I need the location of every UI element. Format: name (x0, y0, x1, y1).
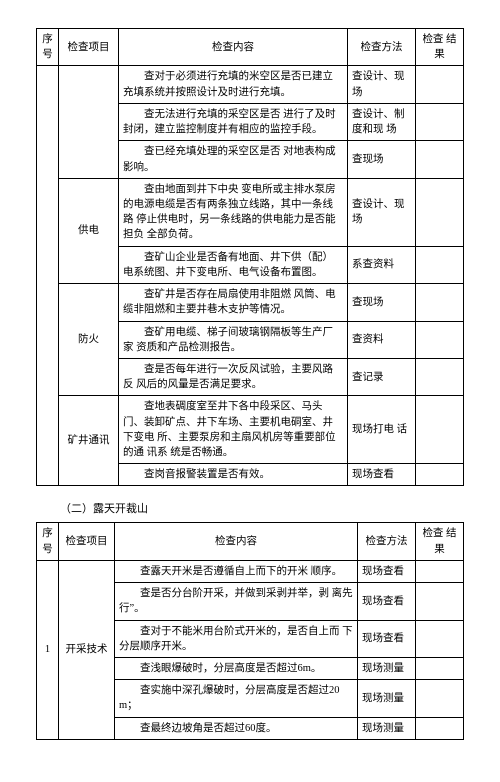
t1-g1-r1-content: 查矿山企业是否备有地面、井下供（配）电系统图、井下变电所、电气设备布置图。 (119, 246, 348, 283)
t2-th-result: 检查 结果 (416, 523, 464, 560)
t2-r2-method: 现场查看 (358, 620, 416, 657)
t1-g1-r1-method: 系查资料 (348, 246, 416, 283)
t1-g1-item: 供电 (59, 178, 119, 283)
t1-g1-r0-content: 查由地面到井下中央 变电所或主排水泵房 的电源电缆是否有两条独立线路，其中一条线… (119, 178, 348, 246)
t1-g0-item (59, 66, 119, 178)
t1-g0-r2-result (416, 141, 464, 178)
t1-g3-r1-method: 现场查看 (348, 464, 416, 486)
t2-r1-method: 现场查看 (358, 583, 416, 620)
t1-g2-r2-content: 查是否每年进行一次反风试验，主要风路反 风后的风量是否满足要求。 (119, 358, 348, 395)
t1-g0-r1-content: 查无法进行充填的采空区是否 进行了及时 封闭，建立监控制度并有相应的监控手段。 (119, 103, 348, 140)
t1-g3-r0-result (416, 396, 464, 464)
t1-g3-r1-result (416, 464, 464, 486)
t1-g2-r0-method: 查现场 (348, 284, 416, 321)
t2-th-method: 检查方法 (358, 523, 416, 560)
t1-g0-r1-method: 查设计、制度和现 场 (348, 103, 416, 140)
t1-g0-r0-method: 查设计、现场 (348, 66, 416, 103)
t2-r5-method: 现场测量 (358, 717, 416, 739)
table1-header-row: 序号 检查项目 检查内容 检查方法 检查 结果 (37, 29, 464, 66)
t2-r4-result (416, 680, 464, 717)
t1-g0-r2-content: 查已经充填处理的采空区是否 对地表构成 影响。 (119, 141, 348, 178)
t2-r2-result (416, 620, 464, 657)
t1-g0-r1-result (416, 103, 464, 140)
t1-seq (37, 66, 59, 486)
t1-g2-r2-method: 查记录 (348, 358, 416, 395)
t1-g3-r0-content: 查地表碉度室至井下各中段采区、马头门、装卸矿点、井下车场、主要机电硐室、井下变电… (119, 396, 348, 464)
th-item: 检查项目 (59, 29, 119, 66)
t2-r3-method: 现场测量 (358, 658, 416, 680)
t1-g2-r1-method: 查资料 (348, 321, 416, 358)
inspection-table-1: 序号 检查项目 检查内容 检查方法 检查 结果 查对于必须进行充填的米空区是否已… (36, 28, 464, 486)
t2-r5-result (416, 717, 464, 739)
t1-g3-r1-content: 查岗音报警装置是否有效。 (119, 464, 348, 486)
t2-th-seq: 序号 (37, 523, 59, 560)
t2-th-item: 检查项目 (59, 523, 115, 560)
t1-g2-r1-content: 查矿用电缆、梯子间玻璃钢隔板等生产厂家 资质和产品检测报告。 (119, 321, 348, 358)
t1-g2-r0-result (416, 284, 464, 321)
table2-header-row: 序号 检查项目 检查内容 检查方法 检查 结果 (37, 523, 464, 560)
th-seq: 序号 (37, 29, 59, 66)
t2-r0-method: 现场查看 (358, 560, 416, 582)
inspection-table-2: 序号 检查项目 检查内容 检查方法 检查 结果 1 开采技术 查露天开米是否遵循… (36, 522, 464, 739)
th-method: 检查方法 (348, 29, 416, 66)
t1-g3-item: 矿井通讯 (59, 396, 119, 486)
t1-g3-r0-method: 现场打电 话 (348, 396, 416, 464)
t2-r3-result (416, 658, 464, 680)
t2-r4-method: 现场测量 (358, 680, 416, 717)
t1-g2-r1-result (416, 321, 464, 358)
t1-g1-r0-method: 查设计、现场 (348, 178, 416, 246)
t1-g2-r2-result (416, 358, 464, 395)
t2-r4-content: 查实施中深孔爆破时，分层高度是否超过20m； (115, 680, 358, 717)
t2-r1-content: 查是否分台阶开采，并做到采剥并举，剥 离先行”。 (115, 583, 358, 620)
t1-g1-r0-result (416, 178, 464, 246)
t1-g1-r1-result (416, 246, 464, 283)
t2-item: 开采技术 (59, 560, 115, 739)
t1-g0-r2-method: 查现场 (348, 141, 416, 178)
t1-g2-r0-content: 查矿井是否存在局扇使用非阻燃 风筒、电缆非阻燃和主要井巷木支护等情况。 (119, 284, 348, 321)
t1-g0-r0-result (416, 66, 464, 103)
t2-th-content: 检查内容 (115, 523, 358, 560)
t2-r5-content: 查最终边坡角是否超过60度。 (115, 717, 358, 739)
section-title: （二）露天开裁山 (60, 500, 464, 516)
t2-r0-content: 查露天开米是否遵循自上而下的开米 顺序。 (115, 560, 358, 582)
t2-r2-content: 查对于不能米用台阶式开米的，是否自上而 下分层顺序开米。 (115, 620, 358, 657)
t2-r1-result (416, 583, 464, 620)
t2-r3-content: 查浅眼爆破时，分层高度是否超过6m。 (115, 658, 358, 680)
th-result: 检查 结果 (416, 29, 464, 66)
th-content: 检查内容 (119, 29, 348, 66)
t2-r0-result (416, 560, 464, 582)
t1-g0-r0-content: 查对于必须进行充填的米空区是否已建立 充填系统并按照设计及时进行充填。 (119, 66, 348, 103)
t2-seq: 1 (37, 560, 59, 739)
t1-g2-item: 防火 (59, 284, 119, 396)
